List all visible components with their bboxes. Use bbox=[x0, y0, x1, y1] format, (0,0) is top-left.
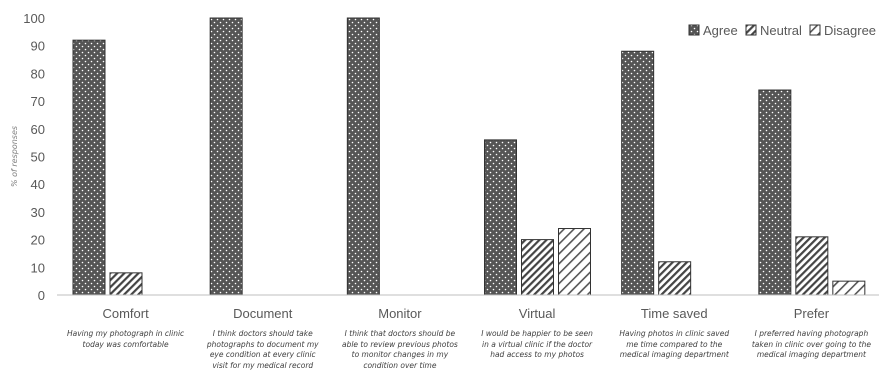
legend-swatch-disagree bbox=[809, 24, 821, 36]
y-tick-label: 60 bbox=[31, 122, 45, 137]
x-axis-ticks: Comfort Document Monitor Virtual Time saved P… bbox=[102, 306, 829, 321]
y-tick-label: 10 bbox=[31, 260, 45, 275]
x-tick-label-monitor: Monitor bbox=[378, 306, 422, 321]
bar-neutral-prefer bbox=[795, 236, 829, 296]
x-tick-label-document: Document bbox=[233, 306, 293, 321]
y-axis-label: % of responses bbox=[10, 126, 19, 187]
y-tick-label: 70 bbox=[31, 94, 45, 109]
bar-agree-time-saved bbox=[621, 50, 655, 296]
legend-swatch-neutral bbox=[745, 24, 757, 36]
category-description-time-saved: Having photos in clinic saved me time co… bbox=[619, 329, 730, 359]
category-description-comfort: Having my photograph in clinic today was… bbox=[66, 329, 185, 349]
bar-agree-monitor bbox=[346, 17, 380, 296]
y-axis-ticks: 0 10 20 30 40 50 60 70 80 90 100 bbox=[23, 11, 45, 303]
y-tick-label: 90 bbox=[31, 39, 45, 54]
bars bbox=[72, 17, 866, 296]
y-tick-label: 80 bbox=[31, 66, 45, 81]
bar-neutral-virtual bbox=[521, 239, 554, 296]
category-description-virtual: I would be happier to be seen in a virtu… bbox=[481, 329, 593, 359]
bar-agree-document bbox=[209, 17, 243, 296]
bar-agree-comfort bbox=[72, 39, 106, 296]
y-tick-label: 0 bbox=[38, 288, 45, 303]
x-tick-label-prefer: Prefer bbox=[794, 306, 830, 321]
y-tick-label: 20 bbox=[31, 233, 45, 248]
category-description-document: I think doctors should take photographs … bbox=[206, 329, 319, 370]
legend-label-agree: Agree bbox=[703, 23, 738, 38]
x-tick-label-comfort: Comfort bbox=[102, 306, 149, 321]
category-description-prefer: I preferred having photograph taken in c… bbox=[751, 329, 871, 359]
bar-agree-prefer bbox=[758, 89, 792, 296]
x-tick-label-time-saved: Time saved bbox=[641, 306, 708, 321]
bar-neutral-time-saved bbox=[658, 261, 692, 296]
legend: Agree Neutral Disagree bbox=[688, 23, 876, 38]
y-tick-label: 30 bbox=[31, 205, 45, 220]
y-tick-label: 40 bbox=[31, 177, 45, 192]
x-tick-label-virtual: Virtual bbox=[519, 306, 556, 321]
legend-label-neutral: Neutral bbox=[760, 23, 802, 38]
legend-swatch-agree bbox=[688, 24, 700, 36]
bar-disagree-virtual bbox=[558, 228, 591, 296]
y-tick-label: 100 bbox=[23, 11, 45, 26]
legend-label-disagree: Disagree bbox=[824, 23, 876, 38]
bar-disagree-prefer bbox=[832, 280, 866, 296]
bar-neutral-comfort bbox=[109, 272, 143, 296]
y-tick-label: 50 bbox=[31, 150, 45, 165]
y-axis-title: % of responses bbox=[10, 126, 19, 187]
category-description-monitor: I think that doctors should be able to r… bbox=[341, 329, 458, 370]
bar-agree-virtual bbox=[484, 139, 517, 296]
